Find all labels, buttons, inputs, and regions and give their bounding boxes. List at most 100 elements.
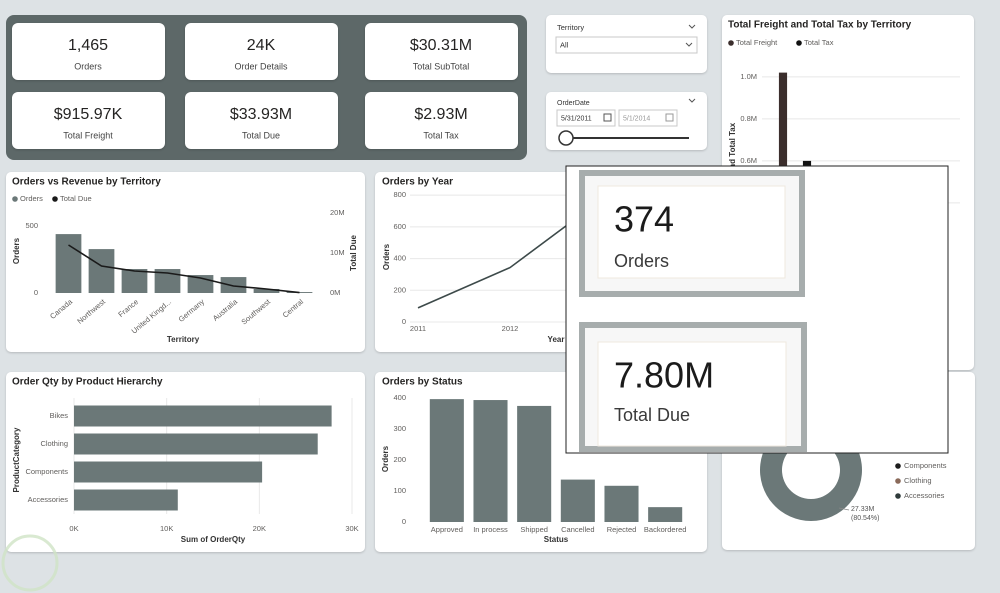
charts: Orders vs Revenue by Territory Orders Tota… [12, 20, 960, 544]
legend-marker [895, 463, 901, 469]
slicer-title: Territory [557, 23, 584, 32]
legend-marker [796, 40, 802, 46]
kpi-card[interactable] [365, 92, 518, 149]
kpi-label: Total Freight [63, 130, 113, 140]
kpi-value: 24K [247, 37, 276, 54]
legend-label: Orders [20, 194, 43, 203]
kpi-card[interactable] [185, 23, 338, 80]
slider-handle[interactable] [558, 130, 574, 146]
kpi-label: Total SubTotal [413, 61, 470, 71]
y-axis-title: Orders [382, 243, 391, 270]
dropdown[interactable] [555, 36, 698, 54]
x-tick-label: 30K [345, 524, 358, 533]
legend-marker [895, 478, 901, 484]
kpi-card[interactable] [12, 23, 165, 80]
y-tick-label: 1.0M [740, 72, 757, 81]
tooltip-card [597, 341, 787, 447]
x-axis-title: Territory [167, 335, 200, 344]
x-axis-title: Status [544, 535, 569, 544]
chart-title: Total Freight and Total Tax by Territory [728, 20, 912, 31]
x-tick-label: Cancelled [561, 525, 594, 534]
y-tick-label: 10M [330, 248, 345, 257]
legend-marker [12, 196, 18, 202]
kpi-card[interactable] [12, 92, 165, 149]
date-input[interactable] [618, 109, 678, 127]
legend-label: Accessories [904, 491, 945, 500]
y-axis-title: Orders [12, 237, 21, 264]
x-tick-label: 2012 [502, 324, 519, 333]
leader-line [838, 507, 850, 511]
chart-title: Orders vs Revenue by Territory [12, 177, 161, 188]
y-tick-label: 200 [393, 455, 406, 464]
y-tick-label: Accessories [28, 495, 69, 504]
bar [88, 249, 115, 293]
y2-axis-title: Total Due [349, 235, 358, 271]
kpi-label: Total Tax [423, 130, 459, 140]
x-tick-label: 20K [253, 524, 266, 533]
calendar-icon[interactable] [665, 113, 674, 122]
x-tick-label: Rejected [607, 525, 637, 534]
legend-label: Total Freight [736, 38, 778, 47]
bar [121, 269, 148, 293]
end-date: 5/1/2014 [623, 115, 650, 122]
y-tick-label: 0M [330, 288, 340, 297]
chart-title: Orders by Year [382, 177, 453, 188]
chart-title: Order Qty by Product Hierarchy [12, 377, 163, 388]
legend-label: Total Tax [804, 38, 834, 47]
chevron[interactable] [688, 98, 696, 103]
y-tick-label: 400 [393, 393, 406, 402]
calendar-icon[interactable] [603, 113, 612, 122]
bar [74, 433, 318, 455]
slicer-selection: All [560, 40, 569, 49]
bar [55, 234, 82, 293]
kpi-value: $915.97K [54, 106, 123, 123]
kpi-label: Orders [74, 61, 102, 71]
y-tick-label: 20M [330, 208, 345, 217]
y-tick-label: 0.8M [740, 114, 757, 123]
date-input[interactable] [556, 109, 616, 127]
y-axis-title: Orders [381, 445, 390, 472]
legend-label: Clothing [904, 476, 932, 485]
y-tick-label: 300 [393, 424, 406, 433]
kpi-value: 1,465 [68, 37, 108, 54]
x-tick-label: 10K [160, 524, 173, 533]
chevron[interactable] [688, 24, 696, 29]
bar [74, 461, 263, 483]
y-tick-label: 500 [25, 221, 38, 230]
x-tick-label: Backordered [644, 525, 687, 534]
start-date: 5/31/2011 [561, 115, 592, 122]
kpi-card[interactable] [185, 92, 338, 149]
tooltip-value: 7.80M [614, 355, 714, 396]
tooltip-card [597, 185, 786, 279]
bar [220, 277, 247, 293]
bar [473, 400, 508, 522]
bar [74, 489, 178, 511]
chart-title: Orders by Status [382, 377, 463, 388]
y-tick-label: 100 [393, 486, 406, 495]
legend-marker [728, 40, 734, 46]
slicer-title: OrderDate [557, 100, 590, 107]
x-axis-title: Sum of OrderQty [181, 535, 246, 544]
line [68, 244, 300, 294]
y-tick-label: Clothing [40, 439, 68, 448]
y-tick-label: 800 [393, 190, 406, 199]
kpi-card[interactable] [365, 23, 518, 80]
kpi-value: $2.93M [414, 106, 467, 123]
bar [560, 479, 595, 522]
tooltip-label: Total Due [614, 405, 690, 425]
bar [74, 405, 332, 427]
y-tick-label: 400 [393, 254, 406, 263]
y-tick-label: 0.6M [740, 156, 757, 165]
legend-marker [52, 196, 58, 202]
tooltip-label: Orders [614, 251, 669, 271]
x-tick-label: Approved [431, 525, 463, 534]
x-tick-label: 0K [69, 524, 78, 533]
bar [253, 288, 280, 293]
x-tick-label: In process [473, 525, 508, 534]
legend-label: Total Due [60, 194, 92, 203]
x-axis-title: Year [548, 335, 565, 344]
territory-slicer: Territory All [546, 15, 707, 73]
kpi-cards: 1,465 Orders 24K Order Details $30.31M T… [12, 23, 518, 149]
